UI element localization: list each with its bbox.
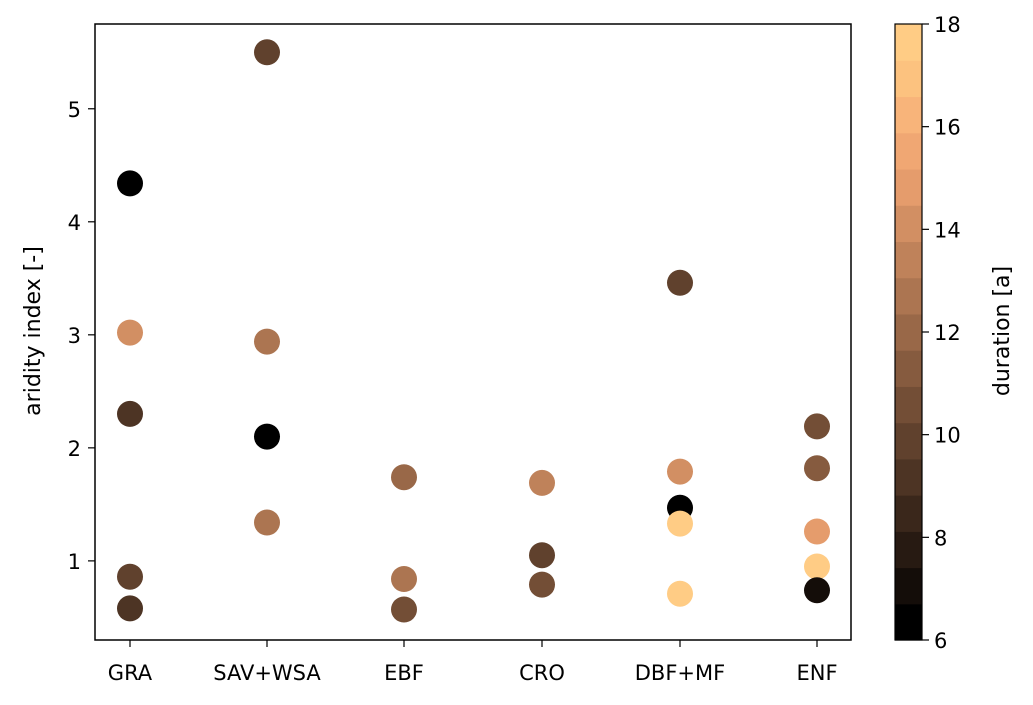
scatter-point — [667, 269, 693, 296]
y-tick-label: 5 — [68, 98, 81, 122]
colorbar-tick-label: 10 — [934, 424, 961, 448]
colorbar-tick-label: 14 — [934, 218, 961, 242]
x-tick-label: CRO — [519, 661, 565, 685]
scatter-point — [117, 400, 143, 427]
scatter-point — [804, 518, 830, 545]
colorbar-segment — [895, 350, 922, 387]
colorbar-tick-label: 6 — [934, 629, 947, 653]
colorbar-segment — [895, 132, 922, 170]
plot-frame — [94, 23, 852, 641]
scatter-point — [529, 542, 555, 569]
scatter-point — [117, 595, 143, 622]
scatter-point — [804, 577, 830, 604]
y-tick-label: 4 — [68, 211, 81, 235]
scatter-point — [804, 413, 830, 440]
colorbar-segment — [895, 96, 922, 134]
colorbar-segment — [895, 458, 922, 496]
colorbar-segment — [895, 386, 922, 424]
points-layer — [117, 39, 830, 623]
colorbar-segment — [895, 277, 922, 315]
colorbar-segment — [895, 313, 922, 351]
scatter-point — [804, 553, 830, 580]
colorbar-segment — [895, 567, 922, 605]
scatter-point — [667, 510, 693, 537]
scatter-point — [391, 566, 417, 592]
y-axis: 1 2 3 4 5 — [68, 98, 95, 574]
scatter-point — [254, 423, 280, 450]
y-tick-label: 3 — [68, 324, 81, 348]
colorbar-tick-label: 8 — [934, 526, 947, 550]
scatter-point — [117, 563, 143, 590]
colorbar-segment — [895, 603, 922, 641]
scatter-point — [117, 319, 143, 346]
x-tick-label: EBF — [384, 661, 424, 685]
scatter-point — [254, 328, 280, 355]
scatter-point — [254, 39, 280, 66]
scatter-point — [804, 455, 830, 482]
x-tick-label: SAV+WSA — [213, 661, 321, 685]
x-axis: GRA SAV+WSA EBF CRO DBF+MF ENF — [108, 640, 838, 685]
x-tick-label: ENF — [796, 661, 837, 685]
colorbar-segment — [895, 531, 922, 569]
y-tick-label: 1 — [68, 550, 81, 574]
colorbar-tick-label: 12 — [934, 321, 961, 345]
scatter-point — [391, 464, 417, 491]
colorbar-label: duration [a] — [990, 266, 1015, 396]
colorbar-segment — [895, 168, 922, 206]
scatter-point — [391, 596, 417, 623]
colorbar-segment — [895, 205, 922, 243]
scatter-point — [529, 469, 555, 496]
colorbar-segment — [895, 60, 922, 98]
x-tick-label: DBF+MF — [635, 661, 725, 685]
colorbar-tick-label: 18 — [934, 13, 961, 37]
colorbar: 6 8 10 12 14 16 18 — [894, 13, 961, 653]
scatter-point — [117, 170, 143, 197]
colorbar-segment — [895, 24, 922, 61]
x-tick-label: GRA — [108, 661, 153, 685]
colorbar-segment — [895, 495, 922, 532]
scatter-point — [667, 458, 693, 485]
y-tick-label: 2 — [68, 437, 81, 461]
colorbar-segment — [895, 422, 922, 460]
colorbar-segment — [895, 241, 922, 279]
y-axis-label: aridity index [-] — [21, 246, 46, 416]
scatter-point — [529, 571, 555, 598]
scatter-point — [667, 580, 693, 607]
colorbar-tick-label: 16 — [934, 116, 961, 140]
scatter-point — [254, 509, 280, 536]
